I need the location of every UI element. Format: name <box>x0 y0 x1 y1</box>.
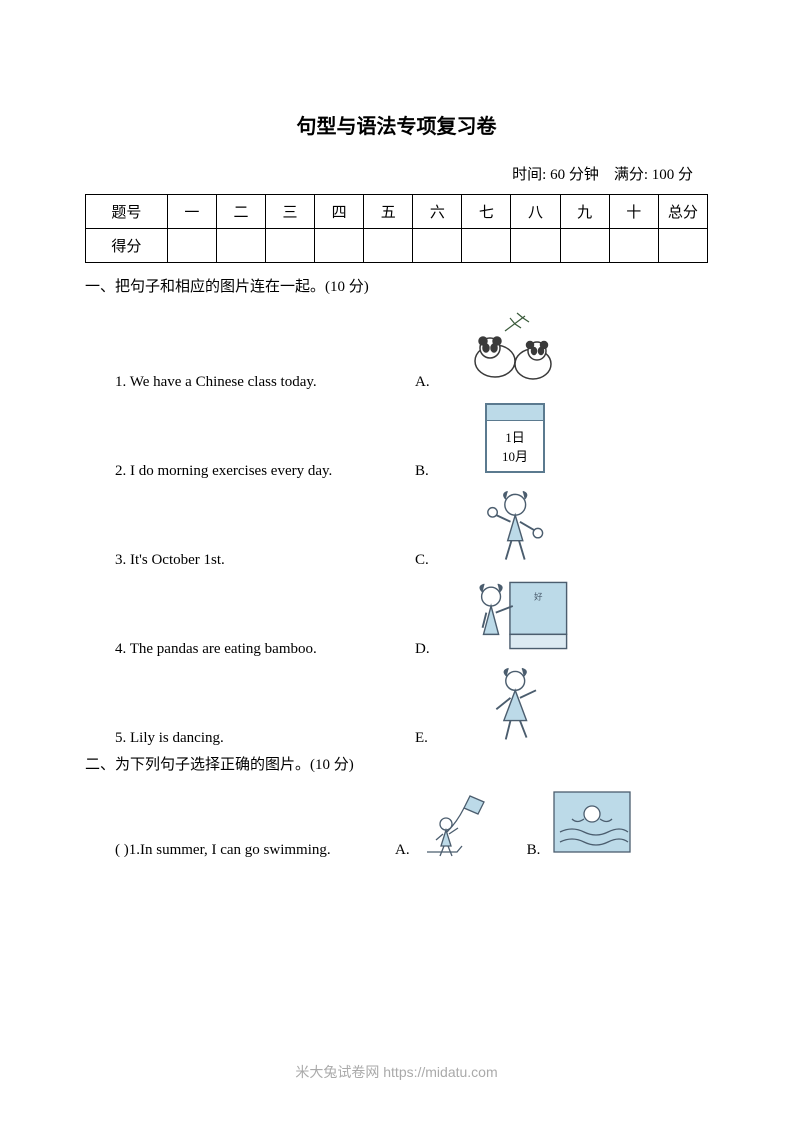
list-item: 1. We have a Chinese class today. A. <box>115 306 708 391</box>
col-header: 八 <box>511 195 560 229</box>
swim-icon <box>552 784 632 859</box>
girl-board-icon: 好 <box>455 573 575 658</box>
option-b-label: B. <box>527 842 541 859</box>
col-header: 总分 <box>658 195 707 229</box>
score-cell <box>413 229 462 263</box>
girl-dance-icon <box>455 662 575 747</box>
calendar-month: 10月 <box>487 446 543 465</box>
question-text: 3. It's October 1st. <box>115 552 415 569</box>
list-item: 2. I do morning exercises every day. B. … <box>115 395 708 480</box>
question-number: 5. <box>115 730 126 746</box>
question-number: 1. <box>115 374 126 390</box>
question-sentence: It's October 1st. <box>130 552 225 568</box>
score-cell <box>315 229 364 263</box>
pandas-icon <box>455 306 575 391</box>
option-a-label: A. <box>395 842 410 859</box>
option-letter: E. <box>415 730 455 747</box>
question-sentence: We have a Chinese class today. <box>130 374 317 390</box>
score-table: 题号 一 二 三 四 五 六 七 八 九 十 总分 得分 <box>85 194 708 263</box>
question-text: 5. Lily is dancing. <box>115 730 415 747</box>
table-row: 得分 <box>86 229 708 263</box>
col-header: 三 <box>266 195 315 229</box>
info-time: 时间: 60 分钟 <box>512 167 599 183</box>
score-cell <box>560 229 609 263</box>
calendar-icon: 1日 10月 <box>455 395 575 480</box>
option-letter: A. <box>415 374 455 391</box>
option-letter: B. <box>415 463 455 480</box>
col-header: 一 <box>167 195 216 229</box>
info-full-score: 满分: 100 分 <box>614 167 693 183</box>
kite-icon <box>422 784 502 859</box>
list-item: 4. The pandas are eating bamboo. D. 好 <box>115 573 708 658</box>
score-cell <box>266 229 315 263</box>
question-number: 4. <box>115 641 126 657</box>
list-item: ( )1.In summer, I can go swimming. A. B. <box>85 784 708 859</box>
row-header: 得分 <box>86 229 168 263</box>
question-text: 1. We have a Chinese class today. <box>115 374 415 391</box>
footer-watermark: 米大兔试卷网 https://midatu.com <box>0 1062 793 1082</box>
col-header: 九 <box>560 195 609 229</box>
col-header: 二 <box>216 195 265 229</box>
col-header: 七 <box>462 195 511 229</box>
question-number: 3. <box>115 552 126 568</box>
question-sentence: I do morning exercises every day. <box>130 463 332 479</box>
girl-exercise-icon <box>455 484 575 569</box>
list-item: 3. It's October 1st. C. <box>115 484 708 569</box>
question-sentence: Lily is dancing. <box>130 730 224 746</box>
row-header: 题号 <box>86 195 168 229</box>
col-header: 十 <box>609 195 658 229</box>
svg-text:好: 好 <box>534 591 543 601</box>
score-cell <box>462 229 511 263</box>
section2-heading: 二、为下列句子选择正确的图片。(10 分) <box>85 753 708 774</box>
question-text: ( )1.In summer, I can go swimming. <box>115 842 395 859</box>
col-header: 五 <box>364 195 413 229</box>
question-text: 4. The pandas are eating bamboo. <box>115 641 415 658</box>
table-row: 题号 一 二 三 四 五 六 七 八 九 十 总分 <box>86 195 708 229</box>
score-cell <box>511 229 560 263</box>
question-sentence: The pandas are eating bamboo. <box>130 641 317 657</box>
score-cell <box>167 229 216 263</box>
calendar-day: 1日 <box>487 427 543 446</box>
list-item: 5. Lily is dancing. E. <box>115 662 708 747</box>
section1-heading: 一、把句子和相应的图片连在一起。(10 分) <box>85 275 708 296</box>
question-sentence: In summer, I can go swimming. <box>140 842 331 858</box>
score-cell <box>609 229 658 263</box>
question-text: 2. I do morning exercises every day. <box>115 463 415 480</box>
col-header: 六 <box>413 195 462 229</box>
page-title: 句型与语法专项复习卷 <box>85 110 708 139</box>
option-letter: D. <box>415 641 455 658</box>
score-cell <box>658 229 707 263</box>
section1-items: 1. We have a Chinese class today. A. <box>85 306 708 747</box>
question-number: 1. <box>129 842 140 858</box>
col-header: 四 <box>315 195 364 229</box>
score-cell <box>364 229 413 263</box>
question-number: 2. <box>115 463 126 479</box>
score-cell <box>216 229 265 263</box>
info-row: 时间: 60 分钟 满分: 100 分 <box>85 163 708 184</box>
option-letter: C. <box>415 552 455 569</box>
